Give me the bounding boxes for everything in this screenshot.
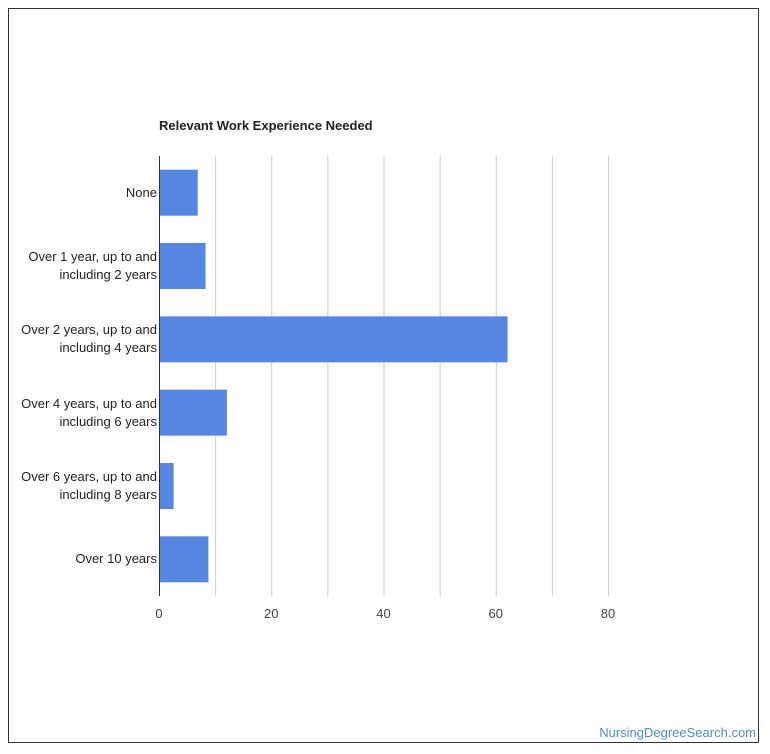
category-label: Over 6 years, up to and including 8 years	[7, 468, 157, 504]
category-label-line: Over 1 year, up to and	[28, 249, 157, 264]
bar[interactable]	[159, 463, 174, 509]
category-label-line: Over 4 years, up to and	[21, 395, 157, 411]
bar[interactable]	[159, 536, 209, 583]
category-label: Over 1 year, up to and including 2 years	[7, 248, 157, 284]
category-label: None	[7, 184, 157, 202]
category-label-line: None	[125, 184, 157, 200]
category-label-line: Over 6 years, up to and	[21, 469, 157, 484]
x-tick-label: 20	[264, 606, 278, 621]
category-label-line: including 6 years	[59, 413, 157, 429]
bar[interactable]	[159, 169, 198, 216]
category-label-line: Over 2 years, up to and	[21, 322, 157, 338]
x-tick-label: 80	[601, 606, 615, 621]
bar[interactable]	[159, 316, 508, 363]
x-tick-label: 0	[155, 606, 162, 621]
category-label-line: including 8 years	[59, 487, 157, 502]
category-label: Over 4 years, up to and including 6 years	[7, 395, 157, 431]
category-label-line: including 2 years	[59, 267, 157, 282]
category-label-line: including 4 years	[59, 340, 157, 356]
category-label: Over 10 years	[7, 550, 157, 568]
bar[interactable]	[159, 243, 206, 289]
x-tick-label: 40	[376, 606, 390, 621]
bar[interactable]	[159, 389, 227, 436]
chart-title: Relevant Work Experience Needed	[159, 118, 373, 133]
category-label-line: Over 10 years	[75, 551, 157, 567]
x-tick-label: 60	[489, 606, 503, 621]
category-label: Over 2 years, up to and including 4 years	[7, 321, 157, 357]
watermark[interactable]: NursingDegreeSearch.com	[599, 725, 756, 740]
